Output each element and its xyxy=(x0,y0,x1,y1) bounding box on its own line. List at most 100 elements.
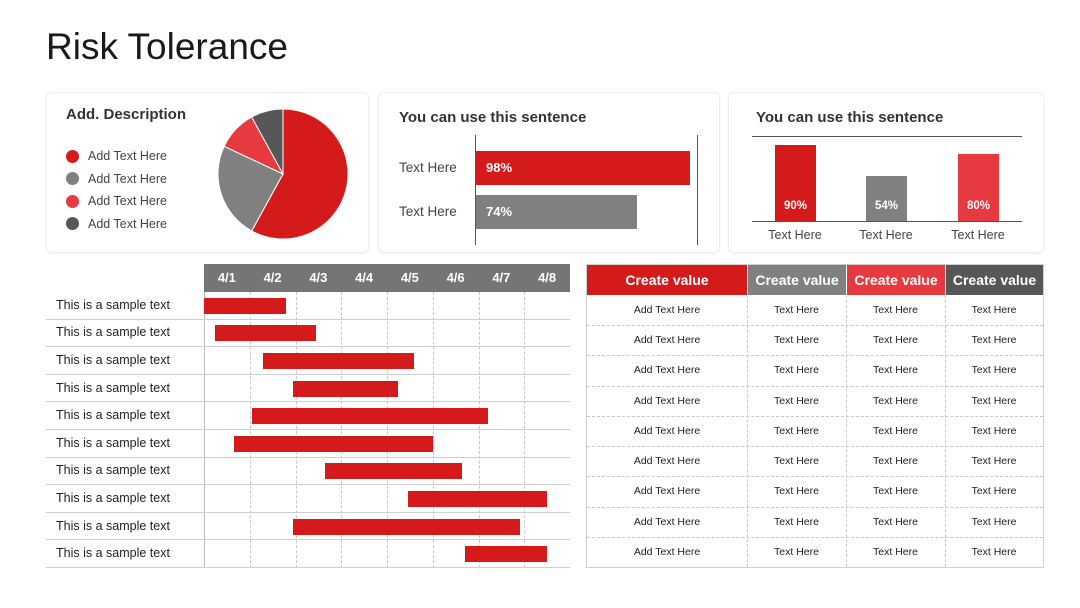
gantt-row: This is a sample text xyxy=(46,485,570,513)
table-row-divider xyxy=(587,506,1043,508)
gantt-row: This is a sample text xyxy=(46,402,570,430)
table-cell: Text Here xyxy=(971,515,1017,528)
table-column-divider xyxy=(846,295,847,567)
table-column-divider xyxy=(945,295,946,567)
legend-item: Add Text Here xyxy=(66,145,167,168)
hbar-value-label: 74% xyxy=(486,204,513,219)
gantt-bar xyxy=(407,491,548,507)
vbar-category-label: Text Here xyxy=(859,228,913,242)
table-header-cell: Create value xyxy=(748,265,846,295)
legend-item: Add Text Here xyxy=(66,213,167,236)
gantt-bar xyxy=(204,297,287,314)
gantt-task-label: This is a sample text xyxy=(56,463,170,478)
table-cell: Text Here xyxy=(774,515,819,528)
gantt-gridline xyxy=(478,292,480,568)
gantt-task-label: This is a sample text xyxy=(56,380,170,395)
table-cell: Add Text Here xyxy=(633,485,701,498)
table-header-cell: Create value xyxy=(946,265,1043,295)
table-cell: Add Text Here xyxy=(633,304,701,316)
gantt-task-label: This is a sample text xyxy=(56,518,170,533)
table-cell: Text Here xyxy=(873,394,918,407)
gantt-gridline xyxy=(295,292,297,568)
hbar-category-label: Text Here xyxy=(399,160,457,175)
gantt-gridline xyxy=(249,292,251,568)
gantt-gridline xyxy=(524,292,526,568)
gantt-bar xyxy=(215,325,317,342)
table-row-divider xyxy=(587,355,1043,357)
table-cell: Add Text Here xyxy=(633,334,701,347)
gantt-task-label: This is a sample text xyxy=(56,297,170,312)
table-cell: Text Here xyxy=(971,545,1017,558)
hbar-bar: 74% xyxy=(476,195,638,229)
gantt-date: 4/4 xyxy=(355,270,374,285)
hbar-axis-left xyxy=(475,135,476,245)
gantt-bar xyxy=(464,546,548,563)
vbar-bar: 80% xyxy=(958,153,999,221)
table-cell: Text Here xyxy=(873,515,918,528)
gantt-task-label: This is a sample text xyxy=(56,435,170,450)
legend-label: Add Text Here xyxy=(88,194,167,209)
vbar-bar: 90% xyxy=(775,145,816,221)
table-cell: Text Here xyxy=(873,364,918,377)
gantt-bar xyxy=(325,463,463,480)
gantt-gridline xyxy=(432,292,434,568)
gantt-date: 4/5 xyxy=(400,270,419,285)
gantt-row: This is a sample text xyxy=(46,292,570,320)
gantt-bar xyxy=(263,353,415,369)
table-row-divider xyxy=(587,415,1043,417)
table-cell: Text Here xyxy=(971,424,1017,437)
gantt-row: This is a sample text xyxy=(46,430,570,458)
table-cell: Add Text Here xyxy=(633,424,701,437)
vbar-value-label: 54% xyxy=(874,199,899,212)
hbar-category-label: Text Here xyxy=(399,204,457,219)
vbar-value-label: 90% xyxy=(783,199,808,212)
table-cell: Text Here xyxy=(971,364,1017,377)
gantt-date: 4/6 xyxy=(446,270,465,285)
table-cell: Text Here xyxy=(971,394,1017,407)
table-cell: Add Text Here xyxy=(633,545,701,558)
hbar-axis-right xyxy=(697,135,698,245)
gantt-label-divider xyxy=(204,292,205,568)
legend-label: Add Text Here xyxy=(88,216,167,231)
table-cell: Add Text Here xyxy=(633,515,701,528)
gantt-gridline xyxy=(341,292,343,568)
gantt-row: This is a sample text xyxy=(46,347,570,375)
legend-item: Add Text Here xyxy=(66,190,167,213)
hbar-card-heading: You can use this sentence xyxy=(399,109,587,126)
table-cell: Text Here xyxy=(774,485,819,498)
legend-dot-icon xyxy=(66,149,79,163)
table-row-divider xyxy=(587,536,1043,538)
table-cell: Add Text Here xyxy=(633,455,701,468)
pie-card: Add. Description Add Text Here Add Text H… xyxy=(46,92,369,253)
gantt-date: 4/3 xyxy=(309,270,328,285)
table-cell: Text Here xyxy=(873,455,918,468)
gantt-date: 4/8 xyxy=(538,270,557,285)
vbar-card-heading: You can use this sentence xyxy=(756,109,944,126)
value-table: Create value Create value Create value Crea… xyxy=(586,264,1044,568)
gantt-task-label: This is a sample text xyxy=(56,490,170,505)
table-row-divider xyxy=(587,325,1043,327)
vbar-card: You can use this sentence 90% Text Here 54… xyxy=(728,92,1044,253)
gantt-row: This is a sample text xyxy=(46,375,570,403)
table-cell: Text Here xyxy=(774,364,819,377)
table-cell: Text Here xyxy=(873,334,918,347)
gantt-bar xyxy=(252,408,488,425)
table-cell: Text Here xyxy=(774,334,819,347)
vbar-top-rule xyxy=(752,136,1022,137)
hbar-value-label: 98% xyxy=(486,160,513,175)
gantt-task-label: This is a sample text xyxy=(56,546,170,561)
gantt-row: This is a sample text xyxy=(46,540,570,568)
pie-card-heading: Add. Description xyxy=(66,106,187,123)
pie-slice xyxy=(217,145,284,232)
legend-dot-icon xyxy=(66,172,79,186)
pie-chart xyxy=(217,108,349,240)
table-cell: Text Here xyxy=(873,424,918,437)
pie-legend: Add Text Here Add Text Here Add Text Here A… xyxy=(66,145,167,235)
gantt-gridline xyxy=(387,292,388,568)
table-cell: Text Here xyxy=(971,304,1017,316)
gantt-bar xyxy=(293,380,399,397)
hbar-card: You can use this sentence Text Here 98% Te… xyxy=(378,92,720,253)
gantt-bar xyxy=(233,435,433,452)
table-row-divider xyxy=(587,385,1043,387)
table-header-cell: Create value xyxy=(587,265,747,295)
